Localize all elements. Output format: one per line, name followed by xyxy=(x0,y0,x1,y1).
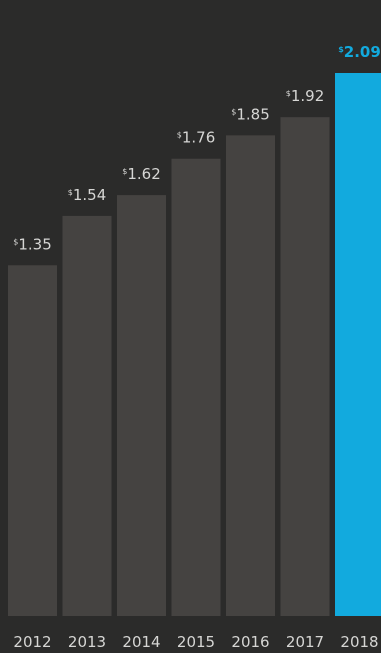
value-number: 1.85 xyxy=(236,105,269,123)
x-tick-2012: 2012 xyxy=(13,633,51,651)
x-tick-2017: 2017 xyxy=(286,633,324,651)
value-label-2012: $1.35 xyxy=(13,235,52,253)
x-tick-2015: 2015 xyxy=(177,633,215,651)
value-number: 1.62 xyxy=(127,165,160,183)
bar-2012 xyxy=(8,265,57,616)
x-tick-2013: 2013 xyxy=(68,633,106,651)
value-label-2015: $1.76 xyxy=(177,129,216,147)
x-tick-2018: 2018 xyxy=(340,633,378,651)
bars-group xyxy=(8,73,381,617)
value-number: 1.54 xyxy=(73,186,106,204)
bar-2015 xyxy=(171,158,221,616)
value-label-2017: $1.92 xyxy=(286,87,325,105)
currency-symbol: $ xyxy=(231,107,236,116)
value-number: 1.92 xyxy=(291,87,324,105)
currency-symbol: $ xyxy=(177,131,182,140)
value-number: 2.09 xyxy=(344,43,381,61)
bar-2013 xyxy=(62,215,112,617)
currency-symbol: $ xyxy=(68,188,73,197)
value-number: 1.76 xyxy=(182,129,215,147)
bar-2014 xyxy=(117,195,166,616)
bar-2018 xyxy=(335,73,381,616)
value-number: 1.35 xyxy=(18,235,51,253)
bar-2017 xyxy=(280,117,330,616)
x-axis-ticks: 2012 2013 2014 2015 2016 2017 2018 xyxy=(13,633,378,651)
value-label-2013: $1.54 xyxy=(68,186,107,204)
value-label-2014: $1.62 xyxy=(122,165,161,183)
x-tick-2014: 2014 xyxy=(122,633,160,651)
value-label-2016: $1.85 xyxy=(231,105,270,123)
currency-symbol: $ xyxy=(286,89,291,98)
currency-symbol: $ xyxy=(122,167,127,176)
currency-symbol: $ xyxy=(338,45,344,54)
x-tick-2016: 2016 xyxy=(231,633,269,651)
bar-2016 xyxy=(226,135,275,616)
value-labels-group: $1.35$1.54$1.62$1.76$1.85$1.92$2.09 xyxy=(13,43,381,253)
value-label-2018: $2.09 xyxy=(338,43,381,61)
currency-symbol: $ xyxy=(13,237,18,246)
